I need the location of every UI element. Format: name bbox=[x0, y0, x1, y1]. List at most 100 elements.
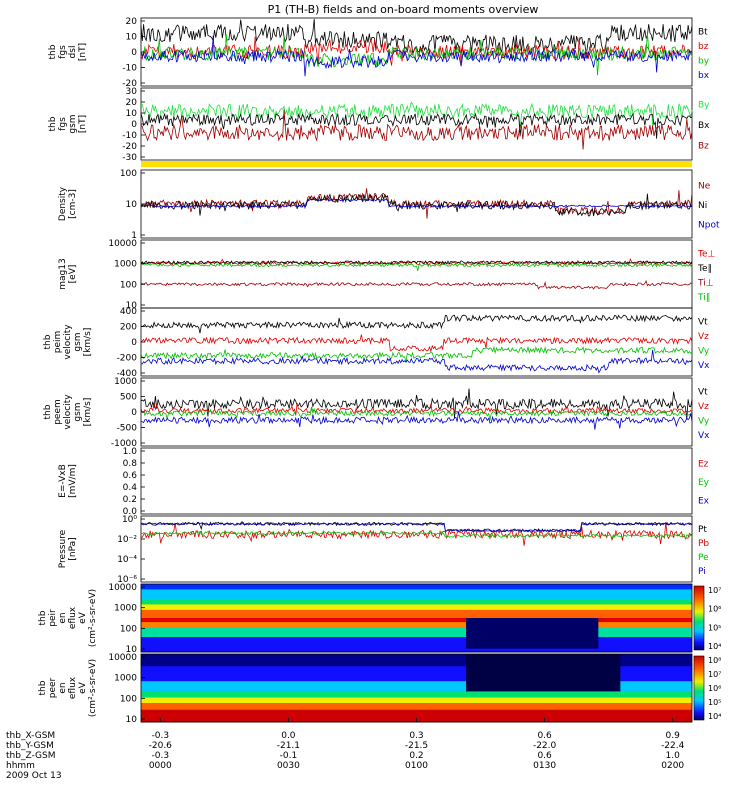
y-axis-label: fgs bbox=[58, 117, 68, 131]
spectrogram-band bbox=[141, 627, 692, 638]
spectrogram-band bbox=[141, 584, 692, 590]
series-Vt bbox=[140, 388, 693, 420]
spectrogram-band bbox=[141, 598, 692, 605]
legend-Vy: Vy bbox=[698, 346, 710, 356]
panel-temperature: 10000 1000 100 10 mag13 [eV] Te⊥ Te∥ Ti⊥ Ti∥ bbox=[58, 239, 716, 311]
y-tick-label: -1000 bbox=[111, 439, 137, 449]
y-axis-label: peim bbox=[53, 331, 63, 354]
series-Pt bbox=[140, 521, 693, 533]
series-Vz bbox=[140, 334, 693, 353]
legend-Bx: Bx bbox=[698, 121, 710, 131]
spectrogram-band bbox=[141, 622, 692, 629]
legend-Bt: Bt bbox=[698, 27, 708, 37]
y-tick-label: 1 bbox=[131, 231, 137, 241]
y-tick-label: 1.0 bbox=[123, 447, 138, 457]
panel-frame bbox=[140, 515, 693, 583]
x-tick-label: 0.6 bbox=[537, 751, 552, 761]
colorbar-tick-label: 10⁵ bbox=[708, 623, 721, 632]
spectrogram-band bbox=[141, 697, 692, 704]
legend-Bz: Bz bbox=[698, 142, 709, 152]
series-bx bbox=[140, 35, 693, 77]
legend-Vy: Vy bbox=[698, 416, 710, 426]
x-tick-label: 0.6 bbox=[537, 731, 552, 741]
y-tick-label: -20 bbox=[122, 79, 137, 89]
y-axis-label: en bbox=[58, 612, 68, 623]
y-tick-label: 10 bbox=[126, 645, 138, 655]
legend-Ni: Ni bbox=[698, 201, 707, 211]
y-tick-label: -10 bbox=[122, 64, 137, 74]
series-Te∥ bbox=[141, 260, 693, 265]
y-axis-label: thb bbox=[48, 116, 58, 131]
colorbar-tick-label: 10⁴ bbox=[708, 642, 721, 651]
y-tick-label: 0.8 bbox=[123, 459, 138, 469]
legend-Ey: Ey bbox=[698, 478, 710, 488]
series-Ti⊥ bbox=[140, 279, 693, 290]
y-axis-label: dsl bbox=[68, 46, 78, 59]
spectrogram-band bbox=[141, 604, 692, 611]
colorbar-tick-label: 10⁷ bbox=[708, 586, 721, 595]
y-axis-label: peem bbox=[53, 399, 63, 425]
y-tick-label: 10 bbox=[126, 301, 138, 311]
legend-bz: bz bbox=[698, 42, 709, 52]
colorbar-tick-label: 10⁶ bbox=[708, 684, 721, 693]
y-tick-label: 0 bbox=[131, 408, 137, 418]
x-tick-label: -22.0 bbox=[533, 741, 557, 751]
y-tick-label: 0 bbox=[131, 48, 137, 58]
colorbar-tick-label: 10⁴ bbox=[708, 712, 721, 721]
spectrogram-band bbox=[141, 702, 692, 711]
y-tick-label: 10⁰ bbox=[122, 515, 137, 525]
x-tick-label: 0.9 bbox=[666, 731, 681, 741]
legend-Vt: Vt bbox=[698, 387, 708, 397]
y-tick-label: -30 bbox=[122, 153, 137, 163]
y-tick-label: -200 bbox=[117, 354, 138, 364]
x-row-label: hhmm bbox=[6, 761, 35, 771]
spectrogram-band bbox=[141, 609, 692, 619]
y-tick-label: 10000 bbox=[108, 583, 137, 593]
series-Npot bbox=[140, 198, 693, 208]
y-tick-label: 10⁻⁴ bbox=[117, 555, 137, 565]
y-tick-label: 0.2 bbox=[123, 495, 137, 505]
colorbar-tick-label: 10⁶ bbox=[708, 605, 721, 614]
x-tick-label: 0000 bbox=[149, 761, 172, 771]
legend-Te∥: Te∥ bbox=[697, 264, 712, 274]
y-tick-label: 1000 bbox=[114, 674, 137, 684]
y-axis-label: velocity bbox=[63, 394, 73, 430]
legend-Vx: Vx bbox=[698, 361, 710, 371]
legend-Ez: Ez bbox=[698, 459, 709, 469]
y-tick-label: 500 bbox=[120, 393, 137, 403]
y-axis-label: eV bbox=[78, 611, 88, 624]
y-tick-label: -10 bbox=[122, 131, 137, 141]
y-tick-label: -500 bbox=[117, 424, 138, 434]
y-tick-label: 0.0 bbox=[123, 507, 138, 517]
panel-efield: 1.0 0.8 0.6 0.4 0.2 0.0 E=-VxB [mV/m] Ez Ey Ex bbox=[58, 447, 710, 517]
spectrogram-band bbox=[141, 618, 692, 623]
y-tick-label: 100 bbox=[120, 694, 137, 704]
y-tick-label: 10⁻⁶ bbox=[117, 575, 137, 585]
series-Bz bbox=[140, 109, 693, 150]
legend-Vt: Vt bbox=[698, 317, 708, 327]
colorbar bbox=[693, 655, 705, 721]
y-axis-label: Density bbox=[58, 186, 68, 221]
y-axis-label: fgs bbox=[58, 45, 68, 59]
y-axis-label: thb bbox=[48, 44, 58, 59]
y-axis-label: E=-VxB bbox=[58, 464, 68, 498]
y-tick-label: 1000 bbox=[114, 377, 137, 387]
y-tick-label: 100 bbox=[120, 624, 137, 634]
legend-Pb: Pb bbox=[698, 539, 709, 549]
panel-pressure: 10⁰ 10⁻² 10⁻⁴ 10⁻⁶ Pressure [nPa] Pt Pb Pe Pi bbox=[58, 515, 709, 585]
y-tick-label: 10 bbox=[126, 715, 138, 725]
y-tick-label: 10 bbox=[126, 33, 138, 43]
y-tick-label: -20 bbox=[122, 142, 137, 152]
colorbar-tick-label: 10⁸ bbox=[708, 656, 721, 665]
y-tick-label: 0.6 bbox=[123, 471, 138, 481]
y-axis-label: peer bbox=[48, 677, 58, 698]
y-axis-label: thb bbox=[43, 334, 53, 349]
y-axis-label: [km/s] bbox=[83, 398, 93, 427]
panel-peem-velocity: 1000 500 0 -500 -1000 thb peem velocity gsm [km/s… bbox=[43, 377, 710, 449]
y-tick-label: -400 bbox=[117, 369, 138, 379]
series-Pi bbox=[140, 522, 693, 533]
legend-Ne: Ne bbox=[698, 182, 711, 192]
x-row-label: thb_X-GSM bbox=[6, 731, 55, 741]
